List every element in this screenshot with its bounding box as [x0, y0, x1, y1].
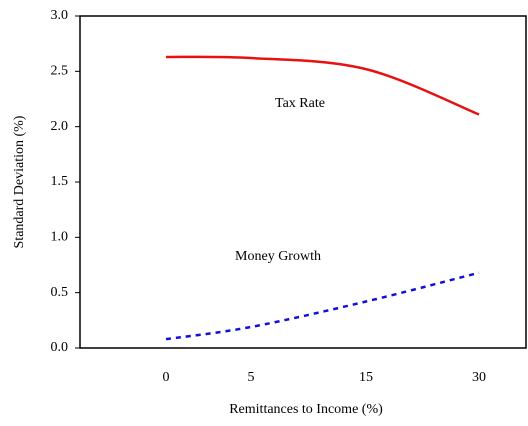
- x-tick-label: 30: [472, 370, 486, 385]
- x-tick-label: 15: [359, 370, 373, 385]
- y-tick-label: 2.5: [51, 64, 69, 79]
- y-axis-label: Standard Deviation (%): [12, 115, 27, 248]
- series-label: Money Growth: [235, 249, 321, 264]
- x-tick-label: 5: [248, 370, 255, 385]
- y-tick-label: 0.0: [51, 340, 69, 355]
- series-line: [165, 55, 480, 116]
- series-line: [165, 271, 480, 341]
- y-tick-label: 1.0: [51, 230, 69, 245]
- plot-frame: [79, 15, 527, 349]
- x-tick-label: 0: [163, 370, 170, 385]
- x-axis-label: Remittances to Income (%): [229, 402, 383, 417]
- y-tick-label: 2.0: [51, 119, 69, 134]
- y-tick-label: 1.5: [51, 174, 69, 189]
- y-tick-label: 3.0: [51, 8, 69, 23]
- series-label: Tax Rate: [275, 96, 325, 111]
- y-tick-label: 0.5: [51, 285, 69, 300]
